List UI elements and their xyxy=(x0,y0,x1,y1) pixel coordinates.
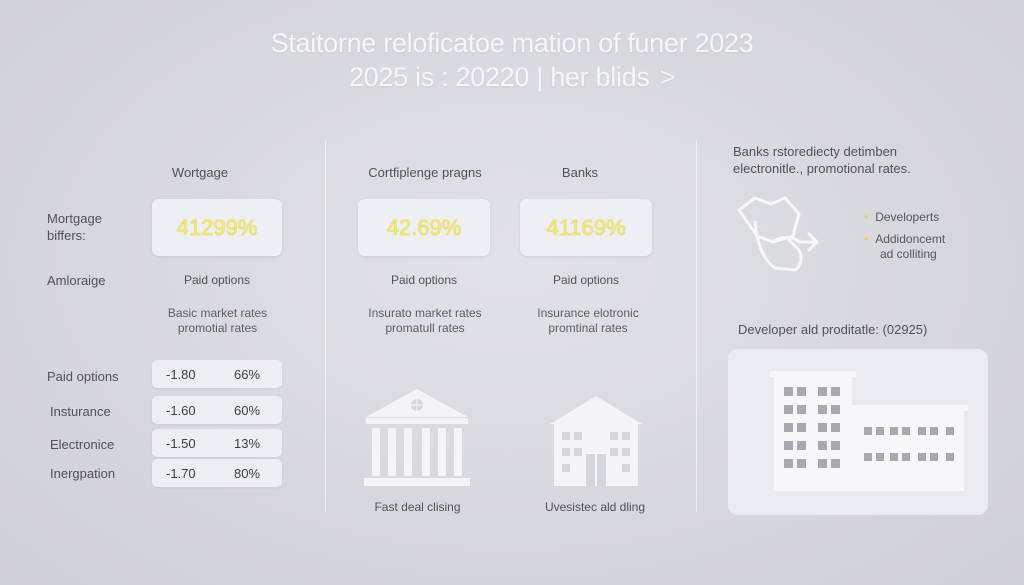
row-label-insurance: Insturance xyxy=(50,404,111,419)
row-percent: 80% xyxy=(234,466,261,481)
mortgage-paid-options: Paid options xyxy=(183,273,251,287)
middle-col1-paid: Paid options xyxy=(390,273,458,287)
mortgage-desc: Basic market rates promotial rates xyxy=(145,306,290,336)
middle-col2-desc-line2: promtinal rates xyxy=(548,321,628,335)
office-panel xyxy=(728,349,988,515)
row-label-electronice: Electronice xyxy=(50,437,115,452)
bullet-dot-icon: • xyxy=(864,210,869,224)
middle-col2-desc-line1: Insurance elotronic xyxy=(537,306,639,320)
middle-col1-header: Cortfiplenge pragns xyxy=(368,165,482,180)
office-buildings-icon xyxy=(770,371,968,491)
mortgage-desc-line1: Basic market rates xyxy=(167,306,268,320)
row-percent: 13% xyxy=(234,436,261,451)
page-subtitle-text: 2025 is : 20220 | her blids xyxy=(348,62,650,92)
row-percent: 60% xyxy=(234,403,261,418)
mortgage-desc-line2: promotial rates xyxy=(177,321,258,335)
bullet-dot-icon: • xyxy=(864,232,869,246)
middle-col1-desc-line2: promatull rates xyxy=(385,321,465,335)
mortgage-row-label: Mortgage biffers: xyxy=(47,211,102,243)
page-title: Staitorne reloficatoe mation of funer 20… xyxy=(270,28,754,58)
middle-col1-desc: Insurato market rates promatull rates xyxy=(345,306,505,336)
bullet-item: • Addidoncemt xyxy=(864,232,945,246)
row-value: -1.80 xyxy=(166,367,196,382)
right-header-line2: electronitle., promotional rates. xyxy=(733,161,911,176)
table-row: -1.60 60% xyxy=(152,396,282,424)
handshake-icon xyxy=(737,196,819,272)
mortgage-sub-label: Amloraige xyxy=(47,273,106,288)
page-subtitle: 2025 is : 20220 | her blids > xyxy=(0,62,1024,93)
bullet-item: • Developerts xyxy=(864,210,939,224)
divider-right xyxy=(696,140,697,512)
row-label-paid-options: Paid options xyxy=(47,369,119,384)
table-row: -1.80 66% xyxy=(152,360,282,388)
right-header: Banks rstorediecty detimben electronitle… xyxy=(733,143,1003,177)
caption-uvesistec: Uvesistec ald dling xyxy=(544,500,646,514)
mortgage-header: Wortgage xyxy=(171,165,229,180)
right-header-line1: Banks rstorediecty detimben xyxy=(733,144,898,159)
row-label-inergpation: Inergpation xyxy=(50,466,116,481)
middle-col2-percent-card: 41169% xyxy=(520,199,652,256)
table-row: -1.70 80% xyxy=(152,459,282,487)
chevron-right-icon[interactable]: > xyxy=(659,62,676,92)
table-row: -1.50 13% xyxy=(152,429,282,457)
middle-col2-header: Banks xyxy=(561,165,599,180)
row-value: -1.60 xyxy=(166,403,196,418)
middle-col2-paid: Paid options xyxy=(552,273,620,287)
bullet-text: Addidoncemt xyxy=(875,232,946,246)
row-value: -1.50 xyxy=(166,436,196,451)
row-percent: 66% xyxy=(234,367,261,382)
mortgage-percent-card: 41299% xyxy=(152,199,282,256)
middle-col1-percent-card: 42.69% xyxy=(358,199,490,256)
middle-col2-desc: Insurance elotronic promtinal rates xyxy=(508,306,668,336)
bullet-text-continuation: ad colliting xyxy=(880,247,937,261)
panel-title: Developer ald proditatle: (02925) xyxy=(738,322,928,337)
caption-fast-deal: Fast deal clising xyxy=(374,500,461,514)
bullet-text: Developerts xyxy=(875,210,940,224)
row-value: -1.70 xyxy=(166,466,196,481)
house-building-icon xyxy=(550,396,642,486)
bank-building-icon xyxy=(364,389,470,486)
divider-left xyxy=(325,140,326,512)
middle-col1-desc-line1: Insurato market rates xyxy=(368,306,482,320)
